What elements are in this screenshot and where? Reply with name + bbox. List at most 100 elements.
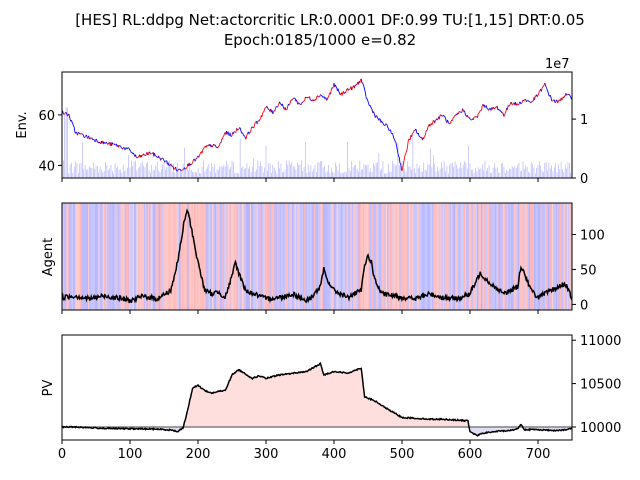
price-segment [431, 122, 434, 126]
price-segment [230, 135, 233, 137]
agent-action-bands [62, 203, 572, 310]
price-segment [332, 86, 334, 89]
pv-y2tick-label: 11000 [580, 334, 621, 349]
price-segment [281, 103, 284, 107]
action-band [104, 203, 106, 310]
action-band [189, 203, 192, 310]
price-segment [339, 93, 342, 96]
action-band [183, 203, 185, 310]
action-band [491, 203, 494, 310]
action-band [271, 203, 274, 310]
action-band [562, 203, 565, 310]
action-band [502, 203, 505, 310]
action-band [396, 203, 399, 310]
price-segment [315, 98, 317, 101]
action-band [365, 203, 368, 310]
price-segment [367, 101, 370, 104]
env-y2-ticks: 01 [572, 113, 588, 187]
price-segment [558, 99, 561, 101]
action-band [219, 203, 222, 310]
price-segment [556, 99, 558, 101]
action-band [482, 203, 484, 310]
price-segment [177, 169, 179, 172]
agent-series [62, 208, 572, 304]
price-segment [249, 129, 252, 133]
action-band [400, 203, 403, 310]
price-segment [479, 110, 481, 113]
action-band [173, 203, 176, 310]
action-band [484, 203, 487, 310]
action-band [249, 203, 252, 310]
action-band [272, 203, 275, 310]
price-segment [135, 154, 137, 158]
action-band [131, 203, 134, 310]
action-band [512, 203, 514, 310]
price-segment [345, 89, 348, 91]
action-band [242, 203, 245, 310]
action-band [278, 203, 280, 310]
price-segment [467, 116, 469, 118]
price-segment [227, 131, 230, 135]
price-segment [120, 147, 123, 149]
action-band [174, 203, 177, 310]
price-segment [320, 94, 323, 97]
action-band [480, 203, 483, 310]
action-band [468, 203, 471, 310]
action-band [312, 203, 314, 310]
action-band [525, 203, 528, 310]
price-segment [419, 136, 421, 138]
price-segment [511, 102, 513, 105]
price-segment [506, 105, 509, 110]
action-band [437, 203, 440, 310]
price-segment [552, 99, 555, 102]
price-segment [173, 168, 176, 170]
action-band [414, 203, 416, 310]
price-segment [286, 105, 289, 110]
price-segment [398, 156, 400, 158]
price-segment [143, 153, 145, 156]
action-band [554, 203, 557, 310]
price-segment [203, 147, 205, 149]
action-band [445, 203, 448, 310]
action-band [102, 203, 105, 310]
action-band [351, 203, 354, 310]
price-segment [402, 164, 404, 169]
action-band [221, 203, 223, 310]
agent-axes-frame [61, 202, 573, 311]
action-band [410, 203, 412, 310]
price-segment [73, 125, 75, 128]
action-band [82, 203, 85, 310]
action-band [551, 203, 554, 310]
agent-y2tick-label: 50 [580, 263, 597, 278]
price-segment [538, 90, 540, 94]
action-band [286, 203, 289, 310]
action-band [144, 203, 147, 310]
action-band [301, 203, 304, 310]
env-ylabel: Env. [15, 111, 30, 138]
action-band [460, 203, 463, 310]
action-band [98, 203, 101, 310]
price-segment [449, 123, 451, 125]
price-segment [360, 78, 363, 84]
price-segment [477, 113, 479, 118]
action-band [263, 203, 266, 310]
price-segment [547, 92, 550, 96]
price-segment [256, 120, 259, 125]
price-segment [305, 97, 308, 99]
price-segment [274, 108, 276, 112]
price-segment [137, 155, 140, 158]
price-segment [122, 147, 124, 150]
action-band [218, 203, 221, 310]
action-band [149, 203, 151, 310]
action-band [193, 203, 196, 310]
price-segment [402, 160, 405, 165]
action-band [132, 203, 135, 310]
price-segment [468, 117, 471, 120]
action-band [323, 203, 325, 310]
action-band [376, 203, 378, 310]
action-band [478, 203, 480, 310]
price-segment [503, 114, 506, 117]
price-segment [394, 141, 397, 143]
action-band [385, 203, 388, 310]
action-band [291, 203, 294, 310]
